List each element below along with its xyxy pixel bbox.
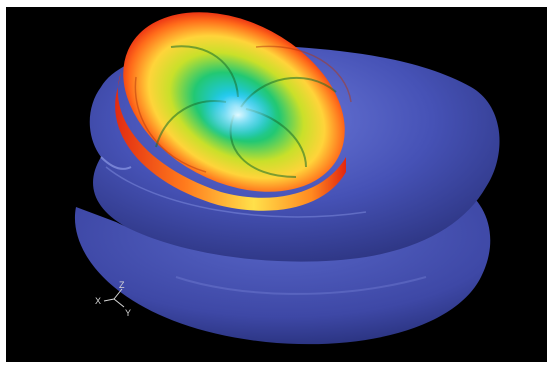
- impeller-hub: [200, 89, 276, 141]
- axis-z-label: Z: [119, 280, 125, 290]
- axis-x-label: X: [95, 296, 101, 306]
- cfd-render: Z X Y: [74, 12, 500, 345]
- impeller-rim: [115, 72, 346, 211]
- axis-y-label: Y: [125, 308, 131, 318]
- axis-triad: Z X Y: [95, 280, 131, 318]
- render-viewport: Z X Y: [6, 7, 547, 362]
- housing-lower: [74, 187, 491, 345]
